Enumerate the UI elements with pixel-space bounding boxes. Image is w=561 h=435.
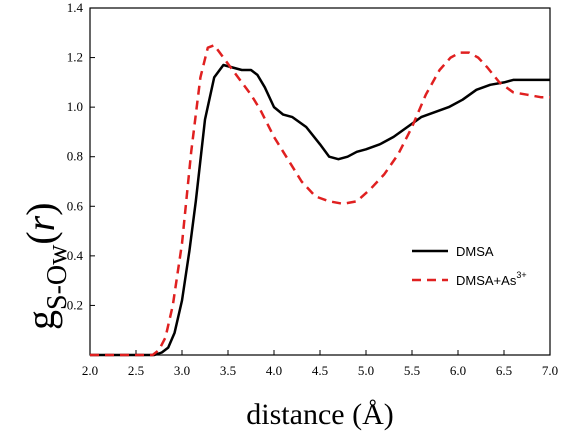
y-tick-label: 0.4 (67, 248, 84, 263)
x-tick-label: 4.0 (266, 363, 282, 378)
x-tick-label: 2.5 (128, 363, 144, 378)
y-axis-title-subscript: S-Ow (42, 244, 73, 310)
series-line-dmsa-as3 (90, 43, 550, 357)
x-axis-title: distance (Å) (246, 398, 393, 431)
x-tick-label: 4.5 (312, 363, 328, 378)
x-tick-label: 6.5 (496, 363, 512, 378)
y-axis-title: gS-Ow(r) (18, 202, 73, 330)
y-tick-label: 0.2 (67, 297, 83, 312)
y-axis-title-paren-close: ) (18, 202, 63, 215)
legend-label-dmsa: DMSA (456, 244, 494, 259)
y-tick-label: 1.4 (67, 0, 84, 15)
y-axis-ticks: 0.2 0.4 0.6 0.8 1.0 1.2 1.4 (67, 0, 95, 312)
y-axis-title-base: g (18, 310, 63, 330)
x-tick-label: 3.5 (220, 363, 236, 378)
x-tick-label: 5.0 (358, 363, 374, 378)
series-layer (90, 43, 550, 357)
series-line-dmsa (90, 63, 550, 357)
x-tick-label: 2.0 (82, 363, 98, 378)
y-tick-label: 1.0 (67, 99, 83, 114)
y-tick-label: 0.8 (67, 149, 83, 164)
y-tick-label: 1.2 (67, 50, 83, 65)
x-tick-label: 3.0 (174, 363, 190, 378)
y-axis-title-arg: r (18, 215, 63, 231)
y-tick-label: 0.6 (67, 198, 84, 213)
legend: DMSA DMSA+As3+ (412, 244, 527, 288)
x-tick-label: 7.0 (542, 363, 558, 378)
legend-label-dmsa-as-sup: 3+ (516, 270, 526, 280)
y-axis-title-paren-open: ( (18, 231, 63, 244)
legend-label-dmsa-as-base: DMSA+As (456, 273, 517, 288)
x-tick-label: 6.0 (450, 363, 466, 378)
x-tick-label: 5.5 (404, 363, 420, 378)
legend-label-dmsa-as: DMSA+As3+ (456, 270, 527, 288)
